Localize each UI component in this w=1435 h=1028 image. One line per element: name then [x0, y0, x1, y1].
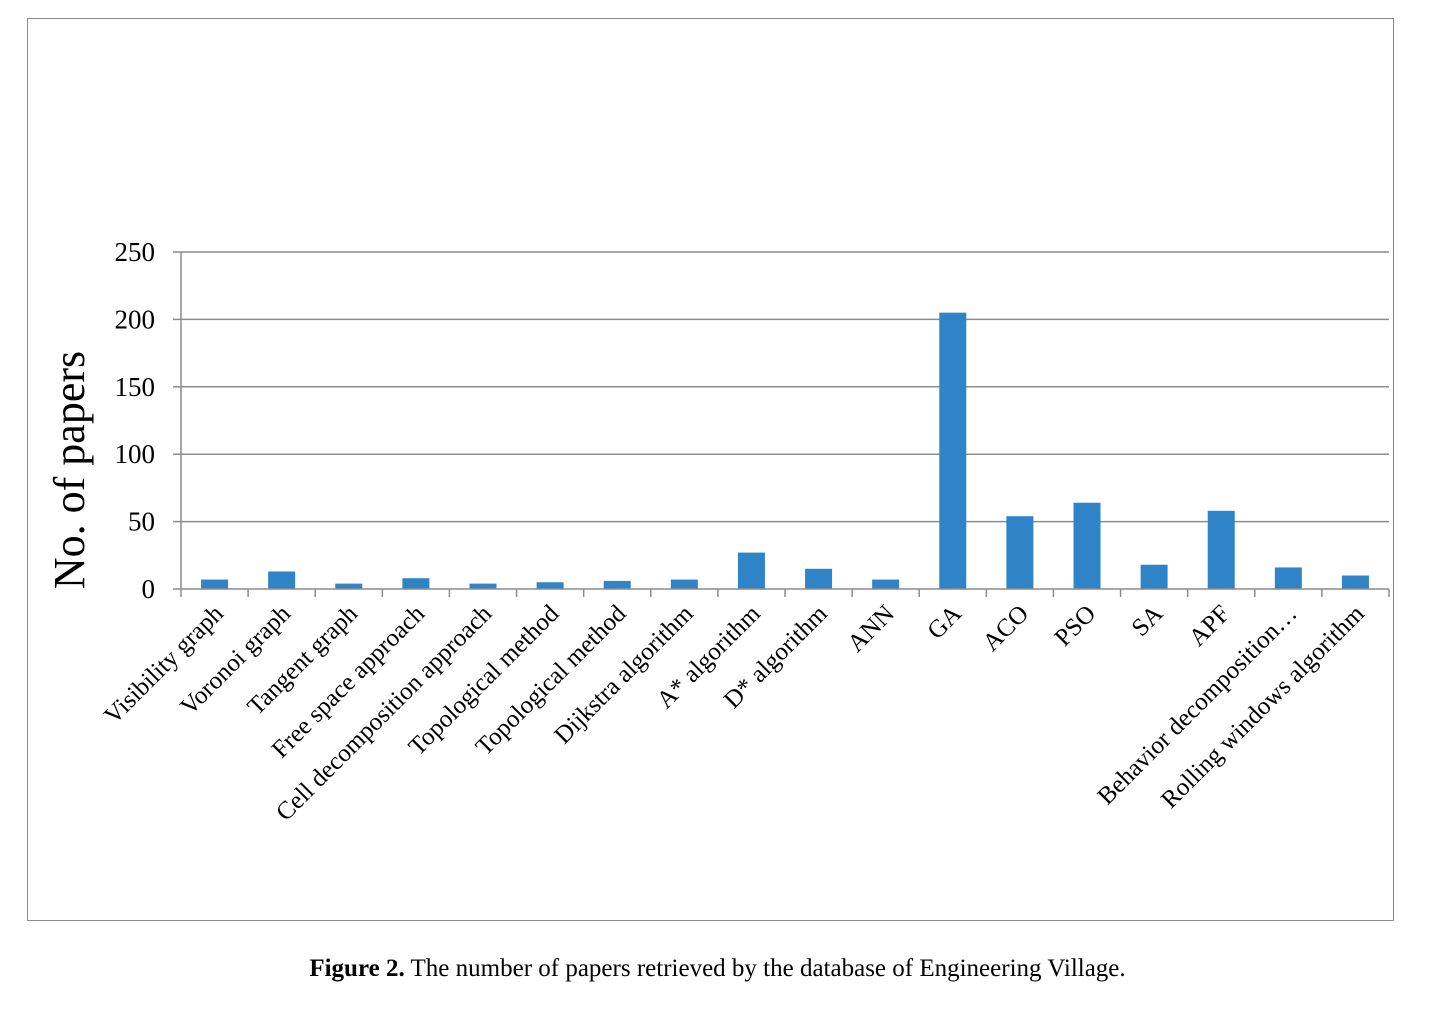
bar: [1006, 516, 1034, 589]
bar: [469, 583, 497, 589]
y-tick-label: 50: [128, 507, 155, 537]
y-tick-label: 0: [142, 574, 156, 604]
bar: [939, 312, 967, 589]
bar: [1274, 567, 1302, 589]
figure-caption: Figure 2. The number of papers retrieved…: [0, 955, 1435, 983]
y-tick-label: 200: [115, 304, 156, 334]
y-tick-label: 250: [115, 237, 156, 267]
y-tick-label: 100: [115, 439, 156, 469]
caption-text: The number of papers retrieved by the da…: [410, 955, 1126, 982]
bar: [737, 552, 765, 589]
bar: [402, 578, 430, 589]
bar: [603, 580, 631, 589]
x-tick-label: APF: [1184, 600, 1236, 652]
x-tick-label: GA: [922, 600, 967, 645]
y-axis-label: No. of papers: [45, 351, 94, 589]
x-tick-label: SA: [1127, 600, 1169, 642]
x-tick-label: ACO: [978, 600, 1034, 656]
bar: [872, 579, 900, 589]
bars: [201, 312, 1369, 589]
bar: [1073, 502, 1101, 589]
caption-label: Figure 2.: [309, 955, 405, 982]
bar: [670, 579, 698, 589]
bar: [1140, 564, 1168, 589]
bar: [335, 583, 363, 589]
x-tick-label: Visibility graph: [99, 600, 229, 730]
x-tick-label: ANN: [843, 600, 900, 657]
bar: [536, 582, 564, 589]
y-tick-label: 150: [115, 372, 156, 402]
bar: [805, 568, 833, 589]
bar: [1207, 510, 1235, 589]
axes: [173, 251, 1390, 597]
bar: [201, 579, 229, 589]
bar: [1341, 575, 1369, 589]
chart-frame: [27, 18, 1394, 921]
bar: [268, 571, 296, 589]
gridlines: [181, 251, 1389, 523]
x-tick-label: PSO: [1050, 600, 1102, 652]
